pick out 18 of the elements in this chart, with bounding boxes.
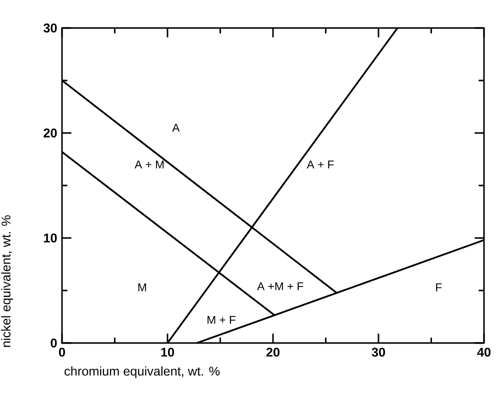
annotation: A — [172, 124, 180, 132]
annotation: A + M — [134, 160, 164, 168]
y-tick-label: 30 — [44, 24, 57, 32]
y-tick-label: 20 — [44, 128, 57, 138]
annotation: A + F — [306, 160, 334, 168]
x-tick-label: 30 — [372, 348, 386, 357]
annotation: A +M + F — [257, 282, 304, 290]
x-tick-label: 40 — [477, 348, 491, 357]
x-tick-label: 20 — [266, 348, 280, 357]
x-tick-label: 10 — [161, 348, 174, 357]
y-axis-title: nickel equivalent, wt. % — [1, 215, 13, 347]
x-tick-label: 0 — [58, 348, 66, 357]
annotation: F — [436, 283, 442, 292]
y-tick-label: 10 — [44, 234, 57, 242]
annotation: M + F — [208, 316, 236, 324]
y-tick-label: 0 — [50, 338, 57, 348]
x-axis-title: chromium equivalent, wt. % — [64, 366, 220, 378]
annotation: M — [138, 283, 146, 292]
